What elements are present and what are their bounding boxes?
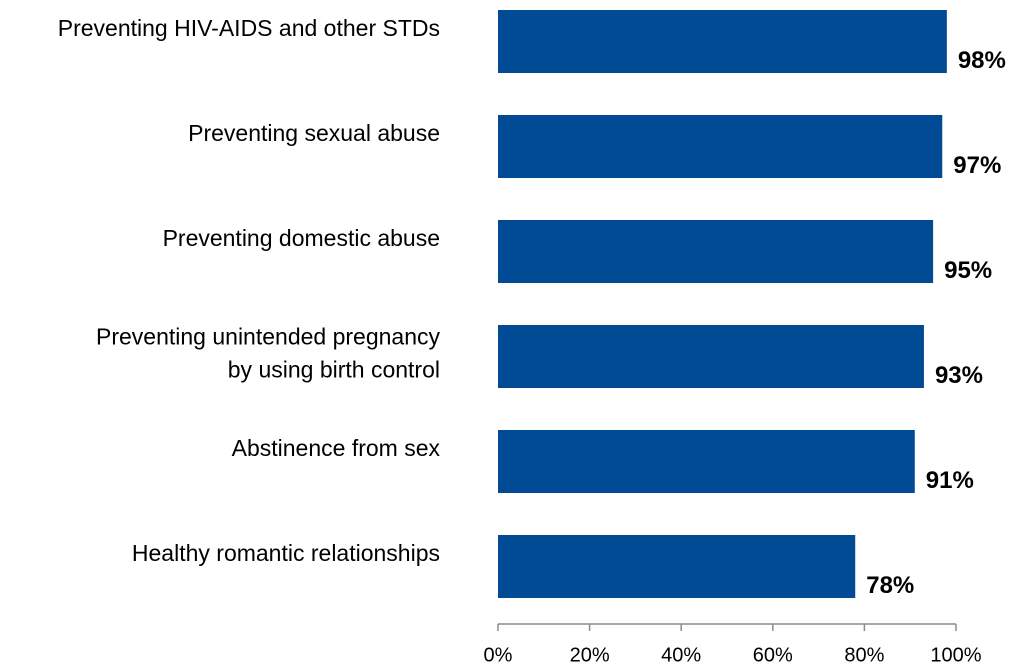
- data-label: 98%: [958, 47, 1006, 74]
- bar: [498, 220, 934, 283]
- category-label-line: by using birth control: [228, 357, 440, 383]
- category-label-line: Preventing unintended pregnancy: [96, 324, 440, 350]
- data-label: 91%: [926, 467, 974, 494]
- category-label-line: Abstinence from sex: [232, 435, 441, 461]
- category-label-line: Preventing HIV-AIDS and other STDs: [58, 15, 440, 41]
- x-axis: 0% 20% 40% 60% 80% 100%: [484, 623, 982, 666]
- category-label-line: Preventing sexual abuse: [188, 120, 440, 146]
- category-label: Preventing HIV-AIDS and other STDs: [58, 15, 440, 41]
- x-tick-label: 40%: [661, 644, 701, 666]
- data-label: 95%: [944, 257, 992, 284]
- bar: [498, 10, 947, 73]
- category-label: Abstinence from sex: [232, 435, 441, 461]
- bar: [498, 325, 924, 388]
- bar: [498, 430, 915, 493]
- category-label-line: Healthy romantic relationships: [132, 540, 440, 566]
- category-label: Preventing unintended pregnancy by using …: [96, 324, 440, 383]
- x-tick-label: 20%: [570, 644, 610, 666]
- bar: [498, 115, 943, 178]
- x-tick-label: 100%: [930, 644, 981, 666]
- category-label: Healthy romantic relationships: [132, 540, 440, 566]
- data-label: 78%: [866, 572, 914, 599]
- category-labels: Preventing HIV-AIDS and other STDs Preven…: [58, 15, 441, 566]
- bar: [498, 535, 856, 598]
- x-tick-label: 0%: [484, 644, 513, 666]
- x-tick-label: 80%: [844, 644, 884, 666]
- data-label: 97%: [953, 152, 1001, 179]
- bars-group: [498, 10, 947, 598]
- category-label-line: Preventing domestic abuse: [163, 225, 440, 251]
- data-labels: 98% 97% 95% 93% 91% 78%: [866, 47, 1006, 599]
- category-label: Preventing sexual abuse: [188, 120, 440, 146]
- category-label: Preventing domestic abuse: [163, 225, 440, 251]
- x-tick-label: 60%: [753, 644, 793, 666]
- data-label: 93%: [935, 362, 983, 389]
